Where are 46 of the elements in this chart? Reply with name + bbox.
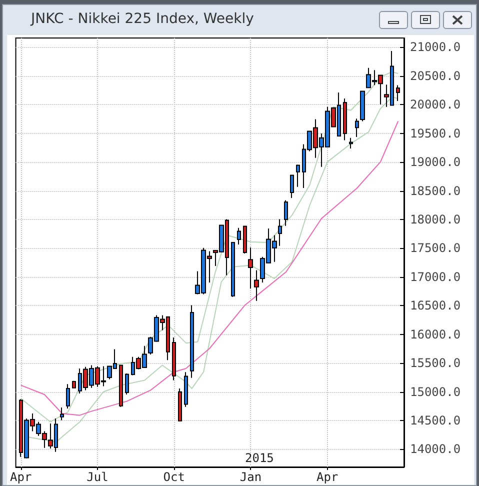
candlestick bbox=[296, 164, 300, 188]
candlestick bbox=[184, 372, 188, 408]
annotation: 2015 bbox=[245, 451, 274, 465]
y-tick-label: 18500.0 bbox=[410, 184, 461, 198]
y-tick-label: 14000.0 bbox=[410, 442, 461, 456]
candlestick bbox=[278, 218, 282, 246]
candlestick bbox=[243, 226, 247, 254]
x-tick-label: Jan bbox=[240, 470, 262, 484]
candlestick bbox=[60, 407, 64, 421]
candlestick bbox=[231, 242, 235, 298]
candlestick bbox=[178, 388, 182, 422]
line-series bbox=[20, 120, 399, 416]
x-tick-label: Apr bbox=[316, 470, 338, 484]
candlestick bbox=[72, 380, 76, 389]
y-tick-label: 20500.0 bbox=[410, 68, 461, 83]
candlestick bbox=[284, 200, 288, 226]
y-tick-label: 16000.0 bbox=[410, 327, 461, 342]
candlestick bbox=[248, 247, 253, 290]
x-tick-label: Oct bbox=[163, 470, 185, 484]
y-tick-label: 16500.0 bbox=[410, 298, 461, 313]
candlestick bbox=[396, 84, 400, 102]
x-tick-label: Apr bbox=[10, 470, 32, 484]
candlestick bbox=[190, 304, 194, 378]
candlestick bbox=[349, 137, 353, 150]
candlestick bbox=[66, 384, 70, 409]
y-tick-label: 21000.0 bbox=[410, 40, 461, 54]
candlestick bbox=[355, 118, 359, 138]
y-tick-label: 19500.0 bbox=[410, 126, 461, 140]
candlestick bbox=[125, 373, 129, 396]
y-tick-label: 15000.0 bbox=[410, 384, 461, 399]
chart-title: JNKC - Nikkei 225 Index, Weekly bbox=[31, 11, 254, 27]
x-tick-label: Jul bbox=[86, 470, 108, 484]
candlestick bbox=[290, 174, 294, 198]
y-tick-label: 20000.0 bbox=[410, 98, 461, 112]
candlestick bbox=[237, 227, 241, 246]
y-tick-label: 19000.0 bbox=[410, 155, 461, 170]
y-tick-label: 17500.0 bbox=[410, 241, 461, 256]
candlestick bbox=[254, 270, 259, 302]
candlestick bbox=[172, 336, 176, 381]
y-tick-label: 14500.0 bbox=[410, 413, 461, 428]
candlestick bbox=[360, 90, 365, 122]
y-tick-label: 15500.0 bbox=[410, 356, 461, 370]
candlestick bbox=[119, 364, 123, 408]
y-tick-label: 17000.0 bbox=[410, 270, 461, 284]
y-tick-label: 18000.0 bbox=[410, 212, 461, 226]
candlestick bbox=[343, 98, 347, 141]
